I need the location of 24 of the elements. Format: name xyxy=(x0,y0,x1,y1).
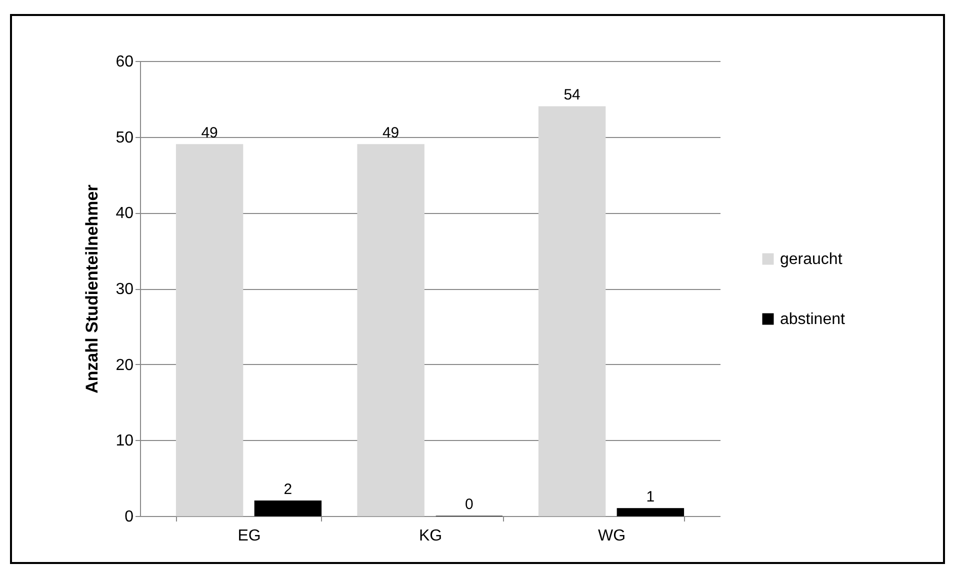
bar xyxy=(616,508,684,516)
bar xyxy=(254,500,322,516)
data-label: 49 xyxy=(201,124,218,142)
y-axis-title: Anzahl Studienteilnehmer xyxy=(82,184,102,394)
legend-label: abstinent xyxy=(780,311,846,328)
bar xyxy=(357,144,424,516)
x-tick-label: KG xyxy=(418,528,442,544)
y-tick-label: 50 xyxy=(116,129,134,146)
y-tick-label: 0 xyxy=(124,508,134,526)
y-tick-label: 30 xyxy=(116,281,134,298)
x-tick-label: EG xyxy=(238,528,261,544)
data-label: 49 xyxy=(382,124,400,142)
data-label: 54 xyxy=(564,86,580,104)
data-label: 0 xyxy=(465,496,474,513)
y-tick-label: 10 xyxy=(116,432,134,450)
y-tick-label: 40 xyxy=(116,205,134,222)
y-tick-label: 60 xyxy=(116,54,134,70)
y-tick-label: 20 xyxy=(116,356,134,374)
x-tick-label: WG xyxy=(598,528,626,544)
legend-label: geraucht xyxy=(780,251,843,268)
data-label: 1 xyxy=(646,488,655,506)
bar xyxy=(176,144,244,516)
data-label: 2 xyxy=(284,480,292,498)
bar xyxy=(538,106,606,516)
